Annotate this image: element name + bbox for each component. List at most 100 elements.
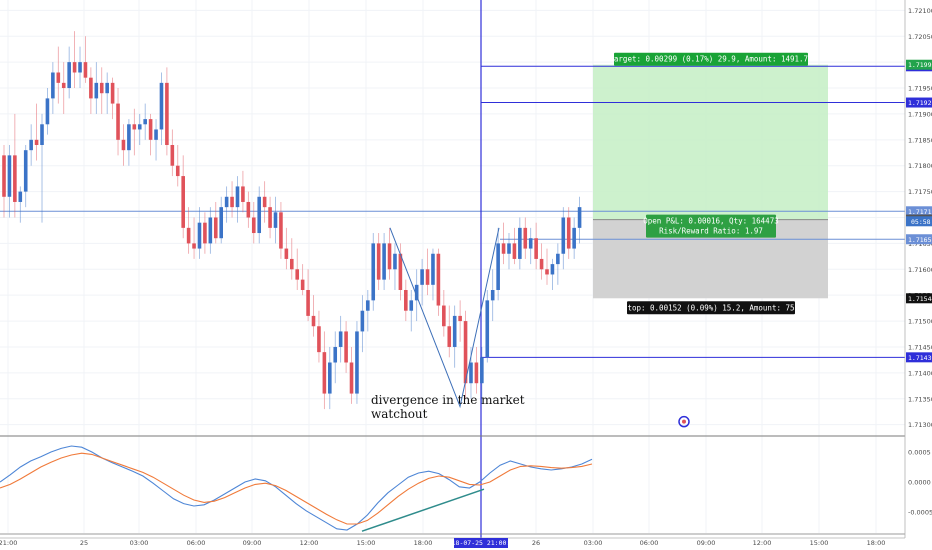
candle-body <box>360 310 365 332</box>
candle-body <box>99 82 104 94</box>
level-price-tag: 1.71430 <box>908 354 932 362</box>
candle-body <box>262 196 267 208</box>
target-zone <box>593 64 828 220</box>
candle-body <box>366 300 370 311</box>
candle-body <box>376 243 381 280</box>
candle-body <box>159 82 164 130</box>
time-tick-label: 18:00 <box>414 539 433 547</box>
candle-body <box>13 155 17 202</box>
time-tick-label: 06:00 <box>187 539 206 547</box>
price-tick-label: 1.72050 <box>908 33 932 41</box>
candle-body <box>485 300 490 358</box>
candle-body <box>474 362 479 384</box>
candle-body <box>170 145 175 166</box>
candle-body <box>224 196 229 208</box>
level-price-tag: 1.71658 <box>908 236 932 244</box>
candle-body <box>78 62 82 73</box>
open-pnl-label: Risk/Reward Ratio: 1.97 <box>659 227 763 236</box>
candle-body <box>322 352 327 394</box>
candle-body <box>480 357 484 384</box>
selected-time-tag-bg <box>454 538 508 548</box>
candle-body <box>490 290 495 301</box>
candle-body <box>284 248 289 259</box>
price-tick-label: 1.71500 <box>908 318 932 326</box>
candle-body <box>431 253 435 285</box>
level-price-tag-bg <box>906 234 932 245</box>
candle-body <box>279 212 283 249</box>
candle-body <box>40 124 44 145</box>
candle-body <box>23 150 28 192</box>
candle-body <box>404 290 408 311</box>
candle-body <box>458 315 462 322</box>
candle-body <box>137 124 142 130</box>
candle-body <box>425 269 430 285</box>
candle-body <box>154 129 158 140</box>
candle-body <box>436 253 441 306</box>
candle-body <box>94 82 99 99</box>
candle-body <box>72 62 77 73</box>
price-axis: 1.721001.720501.720001.719501.719001.718… <box>904 0 932 550</box>
candle-body <box>507 243 511 254</box>
candle-body <box>83 62 88 78</box>
position-layer <box>593 64 828 299</box>
stop-label-bg <box>627 301 795 315</box>
time-tick-label: 12:00 <box>753 539 772 547</box>
candle-body <box>219 207 223 239</box>
candle-body <box>452 315 457 347</box>
candle-body <box>398 253 403 290</box>
time-tick-label: 09:00 <box>243 539 262 547</box>
candle-body <box>7 155 12 197</box>
candle-body <box>300 279 305 290</box>
selected-time-tag: 2018-07-25 21:00:00 <box>444 539 518 547</box>
candle-body <box>2 155 6 197</box>
time-tick-label: 26 <box>532 539 540 547</box>
candle-body <box>512 243 517 259</box>
level-price-tag-bg <box>906 97 932 108</box>
candle-body <box>18 191 23 202</box>
price-tick-label: 1.72100 <box>908 7 932 15</box>
price-tick-label: 1.71850 <box>908 136 932 144</box>
oscillator-slow-line <box>0 452 593 525</box>
candle-body <box>295 269 300 280</box>
time-tick-label: 12:00 <box>300 539 319 547</box>
candle-body <box>110 82 115 104</box>
candle-body <box>577 207 582 228</box>
candle-body <box>175 165 180 177</box>
candles <box>2 31 582 410</box>
oscillator-fast-line <box>0 445 593 531</box>
candle-body <box>463 321 468 384</box>
divergence-line <box>389 227 500 409</box>
price-tick-label: 1.71950 <box>908 85 932 93</box>
candle-body <box>34 139 39 145</box>
candle-body <box>496 243 500 290</box>
price-tick-label: 1.71900 <box>908 110 932 118</box>
candle-body <box>208 217 213 244</box>
candle-body <box>501 243 506 254</box>
candle-body <box>393 253 397 270</box>
candle-body <box>338 331 343 347</box>
candle-body <box>246 201 251 218</box>
oscillator-divergence-line <box>361 488 485 532</box>
price-tag-bg <box>906 293 932 304</box>
candle-body <box>523 227 528 249</box>
countdown-tag-bg <box>906 216 932 227</box>
candle-body <box>45 98 50 125</box>
time-tick-label: 18:00 <box>867 539 886 547</box>
time-axis: 21:00 25 03:00 06:00 09:00 12:00 15:00 18:00 201… <box>0 537 905 548</box>
replay-icon <box>678 415 690 428</box>
candle-body <box>545 269 549 275</box>
target-label: Target: 0.00299 (0.17%) 29.9, Amount: 14… <box>609 55 812 64</box>
candle-body <box>89 77 93 99</box>
candle-body <box>230 196 234 208</box>
price-tick-label: 1.71600 <box>908 266 932 274</box>
time-tick-label: 03:00 <box>584 539 603 547</box>
osc-tick-label: 0.0005 <box>908 449 931 457</box>
candle-body <box>235 186 240 208</box>
candle-body <box>116 103 120 140</box>
candle-body <box>469 362 473 384</box>
candle-body <box>186 227 191 244</box>
candle-body <box>268 207 272 228</box>
candle-body <box>382 243 386 280</box>
